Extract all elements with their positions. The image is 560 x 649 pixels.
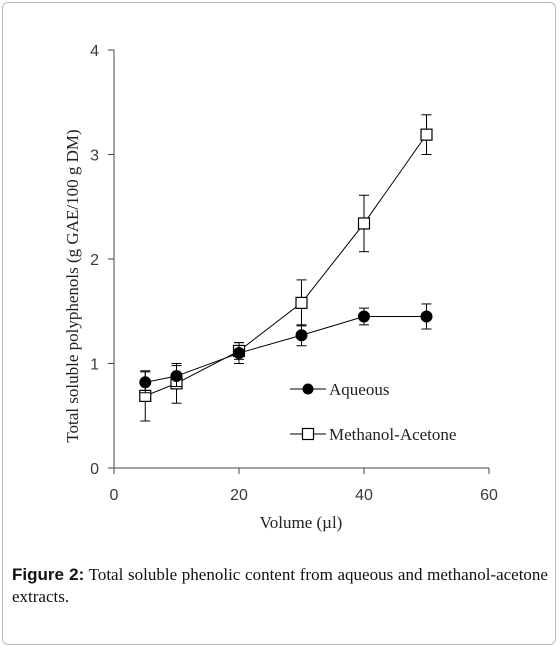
data-point — [420, 310, 433, 323]
series-line — [145, 315, 427, 383]
legend: Aqueous Methanol-Acetone — [290, 380, 456, 444]
y-tick-label: 3 — [90, 148, 99, 165]
y-axis-label: Total soluble polyphenols (g GAE/100 g D… — [63, 129, 82, 442]
data-point — [295, 329, 308, 342]
x-tick-label: 0 — [110, 487, 119, 504]
data-point — [357, 217, 371, 230]
legend-marker — [302, 383, 314, 395]
x-tick-label: 60 — [480, 487, 498, 504]
legend-marker — [301, 427, 315, 441]
y-tick-label: 0 — [90, 461, 99, 478]
x-axis-label: Volume (µl) — [260, 513, 343, 532]
legend-label: Methanol-Acetone — [329, 425, 456, 444]
y-tick-label: 1 — [90, 357, 99, 374]
figure-label: Figure 2: — [12, 565, 85, 584]
x-tick-label: 40 — [355, 487, 373, 504]
figure-caption-text: Total soluble phenolic content from aque… — [12, 565, 548, 606]
series-line — [145, 134, 427, 397]
data-point — [170, 370, 183, 383]
data-point — [233, 347, 245, 360]
marks — [139, 114, 433, 422]
legend-label: Aqueous — [329, 380, 389, 399]
x-tick-label: 20 — [230, 487, 248, 504]
y-tick-label: 2 — [90, 252, 99, 269]
data-point — [295, 296, 308, 309]
y-tick-label: 4 — [90, 43, 99, 60]
series-methanol-acetone — [139, 114, 433, 422]
data-point — [420, 128, 433, 141]
data-point — [139, 376, 152, 389]
series-aqueous — [139, 303, 433, 394]
data-point — [358, 310, 370, 323]
figure-caption: Figure 2: Total soluble phenolic content… — [12, 564, 548, 608]
